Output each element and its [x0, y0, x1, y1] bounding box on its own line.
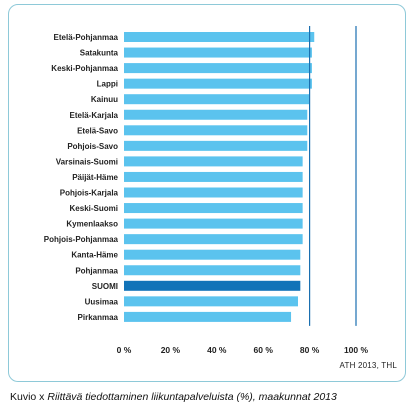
category-label: Lappi [97, 80, 118, 89]
source-note: ATH 2013, THL [339, 361, 397, 370]
bar-pirkanmaa [124, 311, 292, 322]
category-label: Keski-Suomi [70, 204, 118, 213]
bar-pohjois-pohjanmaa [124, 234, 303, 245]
bar-p-ij-t-h-me [124, 171, 303, 182]
category-label: Satakunta [80, 49, 119, 58]
category-label: Keski-Pohjanmaa [51, 64, 118, 73]
category-label: Kymenlaakso [66, 220, 118, 229]
bar-pohjanmaa [124, 265, 301, 276]
category-label: Etelä-Karjala [70, 111, 119, 120]
bar-uusimaa [124, 296, 298, 307]
bar-etel-savo [124, 125, 308, 136]
bar-etel-pohjanmaa [124, 32, 315, 42]
category-label: Pohjois-Pohjanmaa [44, 235, 119, 244]
category-label: Etelä-Pohjanmaa [54, 33, 119, 42]
x-tick-label: 20 % [161, 345, 181, 355]
category-label: Etelä-Savo [77, 126, 118, 135]
category-label: Pohjanmaa [75, 266, 118, 275]
caption-label: Kuvio x [10, 391, 45, 403]
category-label: Kanta-Häme [71, 251, 118, 260]
category-label: SUOMI [92, 282, 118, 291]
caption-text: Riittävä tiedottaminen liikuntapalveluis… [47, 391, 337, 403]
category-label: Uusimaa [85, 297, 119, 306]
category-label: Pohjois-Savo [67, 142, 118, 151]
x-tick-label: 40 % [207, 345, 227, 355]
category-label: Pohjois-Karjala [60, 189, 119, 198]
category-label: Varsinais-Suomi [56, 157, 118, 166]
category-label: Pirkanmaa [78, 313, 119, 322]
figure-caption: Kuvio x Riittävä tiedottaminen liikuntap… [10, 391, 337, 403]
bar-kainuu [124, 94, 310, 105]
category-label: Kainuu [91, 95, 118, 104]
bar-kymenlaakso [124, 218, 303, 229]
bar-pohjois-savo [124, 140, 308, 151]
bar-pohjois-karjala [124, 187, 303, 198]
category-label: Päijät-Häme [72, 173, 118, 182]
x-tick-label: 80 % [300, 345, 320, 355]
bar-kanta-h-me [124, 249, 301, 260]
bar-keski-pohjanmaa [124, 63, 312, 74]
bar-satakunta [124, 47, 312, 58]
x-tick-label: 0 % [117, 345, 132, 355]
bar-lappi [124, 78, 312, 89]
bar-keski-suomi [124, 203, 303, 214]
x-tick-label: 100 % [344, 345, 369, 355]
x-tick-label: 60 % [254, 345, 274, 355]
bar-varsinais-suomi [124, 156, 303, 167]
bar-etel-karjala [124, 109, 308, 120]
bar-suomi [124, 280, 301, 291]
